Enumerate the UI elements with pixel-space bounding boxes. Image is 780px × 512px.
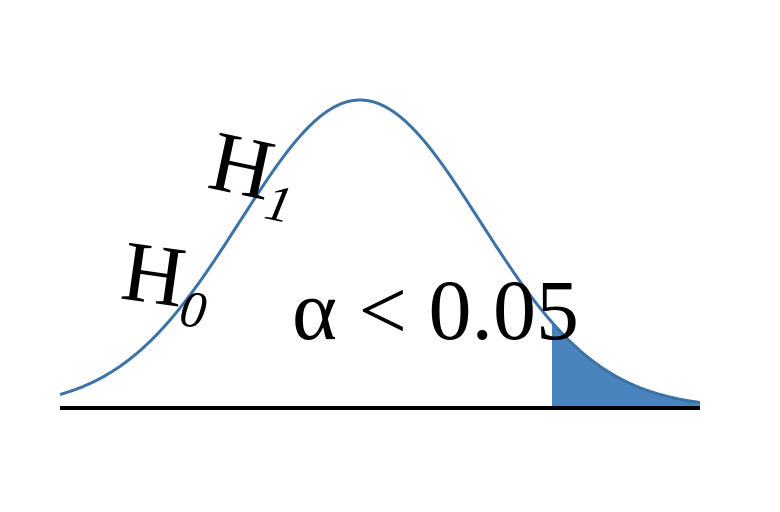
label-h0: H0 bbox=[116, 220, 217, 331]
label-alpha: α < 0.05 bbox=[292, 260, 579, 360]
hypothesis-test-diagram bbox=[0, 0, 780, 512]
